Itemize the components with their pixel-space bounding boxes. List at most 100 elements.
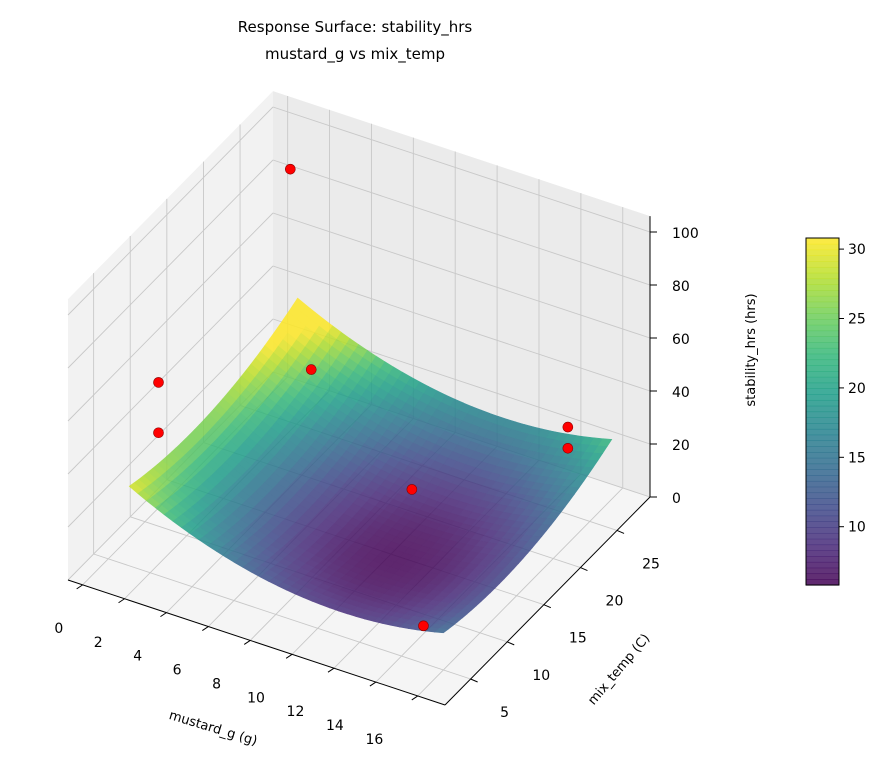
colorbar-tick-label: 10 xyxy=(848,520,866,536)
colorbar-segment xyxy=(806,342,839,349)
colorbar-tick-label: 30 xyxy=(848,242,866,258)
surface-patch xyxy=(433,628,449,634)
colorbar-segment xyxy=(806,498,839,505)
x-tick xyxy=(160,612,167,618)
y-axis-label: mix_temp (C) xyxy=(585,631,653,708)
colorbar-segment xyxy=(806,567,839,575)
response-surface xyxy=(128,297,613,634)
axes: 0 2 4 6 8 10 12 14 16 5 10 15 20 25 0 20 40 60 80 100 xyxy=(54,216,699,748)
x-tick xyxy=(202,626,209,631)
chart-subtitle: mustard_g vs mix_temp xyxy=(265,45,445,64)
colorbar-segment xyxy=(806,278,839,285)
y-tick-label: 10 xyxy=(532,668,550,684)
x-axis-line xyxy=(67,579,446,706)
colorbar-segment xyxy=(806,318,839,326)
colorbar-frame xyxy=(805,237,840,586)
colorbar-tick-label: 25 xyxy=(848,312,866,328)
colorbar-segment xyxy=(806,428,839,436)
colorbar-segment xyxy=(806,382,839,389)
colorbar-segment xyxy=(806,469,839,476)
x-tick-label: 0 xyxy=(54,621,63,637)
colorbar-segment xyxy=(806,290,839,297)
colorbar-segment xyxy=(806,463,839,470)
colorbar-segment xyxy=(806,394,839,401)
colorbar-segment xyxy=(806,423,839,430)
colorbar-segment xyxy=(806,515,839,522)
colorbar-segment xyxy=(806,272,839,280)
data-point xyxy=(562,421,574,433)
data-point xyxy=(305,364,317,375)
colorbar-segment xyxy=(806,451,839,459)
colorbar-segment xyxy=(806,486,839,494)
colorbar-segment xyxy=(806,544,839,551)
colorbar-segment xyxy=(806,440,839,447)
colorbar-segment xyxy=(806,527,839,534)
colorbar-segment xyxy=(806,504,839,511)
colorbar-segment xyxy=(806,376,839,384)
x-tick-label: 6 xyxy=(173,663,182,679)
z-axis-label: stability_hrs (hrs) xyxy=(744,293,759,406)
colorbar-segment xyxy=(806,261,839,268)
colorbar-segment xyxy=(806,347,839,355)
z-grid-line xyxy=(67,106,274,316)
z-grid-line xyxy=(67,212,274,422)
colorbar-segment xyxy=(806,550,839,557)
z-tick-label: 80 xyxy=(672,279,690,295)
colorbar-segment xyxy=(806,521,839,528)
colorbar-segment xyxy=(806,336,839,343)
colorbar-segment xyxy=(806,388,839,395)
z-grid-line xyxy=(272,265,651,392)
colorbar-segment xyxy=(806,457,839,465)
colorbar-segment xyxy=(806,313,839,320)
colorbar-segment xyxy=(806,238,839,245)
colorbar-segment xyxy=(806,492,839,499)
y-tick xyxy=(543,604,552,609)
colorbar-segment xyxy=(806,330,839,337)
colorbar-tick-label: 20 xyxy=(848,381,866,397)
colorbar-tick-label: 15 xyxy=(848,450,866,466)
colorbar-segment xyxy=(806,509,839,517)
chart-title: Response Surface: stability_hrs xyxy=(238,18,473,37)
colorbar-segment xyxy=(806,243,839,251)
z-tick-label: 100 xyxy=(672,226,699,242)
left-pane xyxy=(68,91,273,580)
z-tick-label: 60 xyxy=(672,332,690,348)
colorbar-segment xyxy=(806,255,839,262)
z-grid-line xyxy=(67,318,274,528)
colorbar-segment xyxy=(806,301,839,308)
data-point xyxy=(153,377,164,388)
y-grid-line xyxy=(93,553,471,680)
z-grid-line xyxy=(272,106,651,233)
y-tick xyxy=(470,678,478,683)
colorbar-segment xyxy=(806,417,839,424)
z-grid-line xyxy=(67,265,274,475)
x-tick xyxy=(327,667,335,673)
data-point xyxy=(406,484,418,495)
colorbar-segment xyxy=(806,579,839,586)
colorbar-segment xyxy=(806,446,839,453)
x-axis-label: mustard_g (g) xyxy=(167,708,259,749)
scatter-points xyxy=(153,163,574,632)
colorbar-segment xyxy=(806,538,839,546)
x-tick-label: 4 xyxy=(133,649,142,665)
x-tick-label: 12 xyxy=(287,704,305,720)
y-tick-label: 15 xyxy=(569,631,587,647)
colorbar-segment xyxy=(806,532,839,540)
y-tick-label: 20 xyxy=(606,594,624,610)
colorbar-segment xyxy=(806,556,839,563)
colorbar-segment xyxy=(806,249,839,256)
z-grid-line xyxy=(272,212,651,339)
x-tick xyxy=(243,640,251,645)
colorbar-segment xyxy=(806,411,839,418)
colorbar-segment xyxy=(806,307,839,314)
data-point xyxy=(418,620,429,632)
data-point xyxy=(285,163,296,175)
x-tick xyxy=(285,653,293,659)
x-tick-label: 8 xyxy=(212,676,221,692)
x-tick-label: 10 xyxy=(247,690,265,706)
z-tick-label: 20 xyxy=(672,438,690,454)
z-tick-label: 40 xyxy=(672,385,690,401)
colorbar-segment xyxy=(806,295,839,303)
z-tick-label: 0 xyxy=(672,491,681,507)
